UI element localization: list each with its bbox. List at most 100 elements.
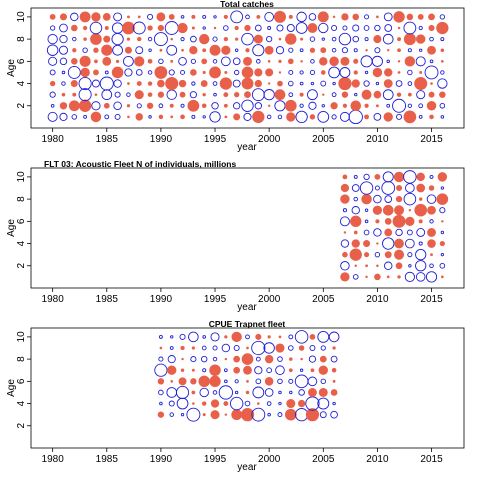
bubble-positive xyxy=(407,92,412,97)
x-tick-label: 1985 xyxy=(96,134,119,145)
bubble-positive xyxy=(397,26,401,30)
bubble-positive xyxy=(244,91,251,99)
bubble-negative xyxy=(166,44,178,56)
bubble-negative xyxy=(364,219,369,224)
bubble-negative xyxy=(352,35,360,43)
bubble-negative xyxy=(153,32,168,47)
bubble-positive xyxy=(353,58,359,64)
bubble-positive xyxy=(439,91,446,98)
bubble-positive xyxy=(416,172,425,182)
bubble-negative xyxy=(59,57,68,66)
bubble-negative xyxy=(168,69,175,76)
bubble-positive xyxy=(322,93,325,96)
bubble-negative xyxy=(234,69,240,76)
bubble-negative xyxy=(317,330,330,343)
bubble-negative xyxy=(331,92,337,98)
bubble-positive xyxy=(436,193,449,205)
bubble-negative xyxy=(340,239,350,248)
bubble-negative xyxy=(202,368,207,373)
bubble-positive xyxy=(190,378,197,385)
bubble-negative xyxy=(101,89,113,101)
bubble-negative xyxy=(233,345,240,351)
bubble-positive xyxy=(341,91,349,98)
bubble-positive xyxy=(440,48,445,53)
bubble-negative xyxy=(113,101,122,111)
bubble-positive xyxy=(201,103,207,109)
bubble-positive xyxy=(393,171,405,183)
bubble-negative xyxy=(212,81,218,86)
bubble-positive xyxy=(235,37,239,41)
bubble-positive xyxy=(427,45,436,55)
bubble-negative xyxy=(374,185,380,191)
bubble-positive xyxy=(180,345,185,351)
y-axis-label: Age xyxy=(6,219,17,237)
bubble-negative xyxy=(233,102,241,110)
bubble-negative xyxy=(91,79,100,88)
bubble-positive xyxy=(102,13,111,21)
bubble-negative xyxy=(407,69,413,76)
bubble-positive xyxy=(426,101,437,111)
bubble-positive xyxy=(417,13,424,20)
bubble-negative xyxy=(229,396,244,411)
bubble-negative xyxy=(264,12,275,22)
bubble-negative xyxy=(332,81,336,86)
bubble-negative xyxy=(255,356,261,362)
bubble-positive xyxy=(416,183,426,193)
bubble-positive xyxy=(170,37,173,41)
bubble-negative xyxy=(275,46,285,55)
bubble-negative xyxy=(252,44,265,57)
bubble-positive xyxy=(418,197,423,201)
bubble-negative xyxy=(168,400,175,407)
bubble-positive xyxy=(382,204,394,216)
bubble-positive xyxy=(383,79,393,88)
bubble-negative xyxy=(299,368,304,372)
bubble-positive xyxy=(68,100,80,112)
bubble-positive xyxy=(342,251,348,258)
bubble-positive xyxy=(223,401,229,407)
bubble-positive xyxy=(384,68,393,77)
bubble-positive xyxy=(170,115,174,119)
bubble-positive xyxy=(126,104,131,108)
bubble-negative xyxy=(114,113,121,120)
bubble-positive xyxy=(297,399,306,408)
bubble-positive xyxy=(414,203,428,217)
bubble-positive xyxy=(147,25,153,31)
bubble-negative xyxy=(415,260,427,272)
bubble-positive xyxy=(124,46,132,54)
bubble-positive xyxy=(393,11,405,23)
bubble-negative xyxy=(294,374,309,389)
bubble-positive xyxy=(264,45,274,55)
bubble-positive xyxy=(192,402,195,405)
bubble-positive xyxy=(396,92,402,97)
bubble-negative xyxy=(190,35,197,43)
bubble-negative xyxy=(251,88,265,102)
bubble-positive xyxy=(223,103,228,108)
bubble-positive xyxy=(72,92,77,97)
y-tick-label: 10 xyxy=(16,11,27,23)
bubble-positive xyxy=(372,205,383,215)
bubble-positive xyxy=(300,37,304,41)
bubble-positive xyxy=(300,60,303,63)
bubble-positive xyxy=(436,21,449,35)
bubble-negative xyxy=(342,25,348,31)
bubble-negative xyxy=(202,26,206,30)
bubble-positive xyxy=(135,113,143,121)
bubble-positive xyxy=(376,242,379,245)
bubble-negative xyxy=(167,355,176,364)
panel-total-catches: Total catches 1980 1985 1990 1995 2000 2005 201… xyxy=(6,0,465,153)
bubble-negative xyxy=(419,48,423,52)
bubble-negative xyxy=(241,32,254,46)
bubble-negative xyxy=(384,195,393,203)
bubble-negative xyxy=(164,21,179,35)
bubble-positive xyxy=(233,366,241,374)
x-axis-label: year xyxy=(237,302,257,313)
bubble-negative xyxy=(375,81,380,86)
bubble-positive xyxy=(332,15,336,19)
bubble-positive xyxy=(70,80,78,88)
bubble-negative xyxy=(386,103,391,108)
bubble-positive xyxy=(419,70,423,74)
bubble-positive xyxy=(374,173,381,180)
x-tick-label: 2015 xyxy=(420,294,443,305)
bubble-positive xyxy=(439,240,445,247)
